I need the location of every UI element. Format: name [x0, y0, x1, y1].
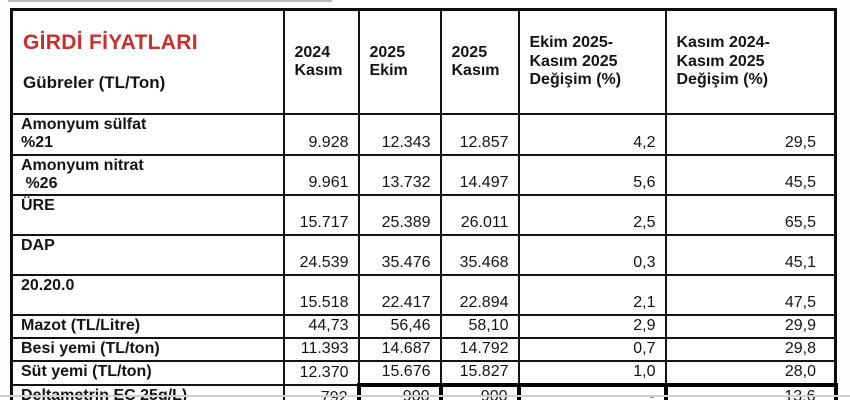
- row-value: 45,1: [664, 234, 837, 277]
- row-value: -: [516, 383, 668, 400]
- row-value: 900: [356, 383, 443, 400]
- page-subtitle: Gübreler (TL/Ton): [23, 72, 166, 92]
- header-row: GİRDİ FİYATLARI Gübreler (TL/Ton) 2024 K…: [10, 8, 837, 115]
- row-value: 1,0: [517, 360, 667, 387]
- col-header-2025-ekim: 2025 Ekim: [357, 8, 442, 115]
- col-header-change-monthly: Ekim 2025- Kasım 2025 Değişim (%): [517, 8, 667, 115]
- row-label: Deltametrin EC 25g/L): [10, 384, 285, 400]
- row-value: 29,5: [664, 112, 837, 156]
- row-label: Amonyum nitrat %26: [10, 153, 285, 197]
- row-value: 12.370: [282, 360, 360, 387]
- row-value: 9.961: [282, 153, 360, 197]
- col-header-2025-kasim: 2025 Kasım: [439, 8, 520, 115]
- row-value: 14.687: [357, 337, 442, 363]
- row-value: 13,6: [663, 383, 838, 400]
- row-label: Süt yemi (TL/ton): [10, 360, 285, 387]
- row-value: 29,8: [664, 337, 837, 363]
- row-value: 12.857: [439, 112, 520, 156]
- row-value: 56,46: [357, 314, 442, 340]
- row-label: Amonyum sülfat %21: [10, 112, 285, 156]
- row-value: 15.676: [357, 360, 442, 387]
- col-header-change-yearly: Kasım 2024- Kasım 2025 Değişim (%): [664, 8, 837, 115]
- row-value: 29,9: [664, 314, 837, 340]
- row-value: 900: [438, 383, 521, 400]
- table-row: DAP 24.539 35.476 35.468 0,3 45,1: [10, 234, 837, 277]
- row-value: 65,5: [664, 194, 837, 237]
- table-row: Süt yemi (TL/ton) 12.370 15.676 15.827 1…: [10, 360, 837, 387]
- table-body: Amonyum sülfat %21 9.928 12.343 12.857 4…: [10, 112, 838, 400]
- row-value: 9.928: [282, 112, 360, 156]
- page-crop-line-bottom: [0, 395, 850, 397]
- row-value: 58,10: [439, 314, 520, 340]
- table-row: Mazot (TL/Litre) 44,73 56,46 58,10 2,9 2…: [10, 314, 837, 340]
- table-row: Deltametrin EC 25g/L) 792 900 900 - 13,6: [10, 383, 838, 400]
- row-value: 22.417: [357, 274, 442, 317]
- row-label: Besi yemi (TL/ton): [10, 337, 285, 363]
- row-label: 20.20.0: [10, 274, 285, 317]
- row-value: 28,0: [664, 360, 837, 387]
- row-value: 15.717: [282, 194, 360, 237]
- row-value: 44,73: [282, 314, 360, 340]
- table-row: Amonyum nitrat %26 9.961 13.732 14.497 5…: [10, 153, 837, 197]
- col-header-2024-kasim: 2024 Kasım: [282, 8, 360, 115]
- table-title-cell: GİRDİ FİYATLARI Gübreler (TL/Ton): [10, 8, 285, 115]
- row-value: 26.011: [439, 194, 520, 237]
- row-value: 22.894: [439, 274, 520, 317]
- row-value: 4,2: [517, 112, 667, 156]
- row-value: 11.393: [282, 337, 360, 363]
- row-value: 12.343: [357, 112, 442, 156]
- row-value: 2,9: [517, 314, 667, 340]
- row-value: 13.732: [357, 153, 442, 197]
- row-value: 14.792: [439, 337, 520, 363]
- table-row: Besi yemi (TL/ton) 11.393 14.687 14.792 …: [10, 337, 837, 363]
- row-value: 5,6: [517, 153, 667, 197]
- row-label: ÜRE: [10, 194, 285, 237]
- row-value: 15.827: [439, 360, 520, 387]
- table-row: 20.20.0 15.518 22.417 22.894 2,1 47,5: [10, 274, 837, 317]
- input-prices-table: GİRDİ FİYATLARI Gübreler (TL/Ton) 2024 K…: [10, 8, 838, 400]
- row-value: 35.476: [357, 234, 442, 277]
- row-value: 25.389: [357, 194, 442, 237]
- row-value: 2,1: [517, 274, 667, 317]
- price-table-container: GİRDİ FİYATLARI Gübreler (TL/Ton) 2024 K…: [10, 8, 838, 400]
- page-title: GİRDİ FİYATLARI: [23, 31, 198, 55]
- table-header: GİRDİ FİYATLARI Gübreler (TL/Ton) 2024 K…: [10, 8, 837, 115]
- table-row: ÜRE 15.717 25.389 26.011 2,5 65,5: [10, 194, 837, 237]
- row-value: 0,3: [517, 234, 667, 277]
- row-label: DAP: [10, 234, 285, 277]
- row-value: 15.518: [282, 274, 360, 317]
- row-value: 35.468: [439, 234, 520, 277]
- row-value: 0,7: [517, 337, 667, 363]
- row-value: 2,5: [517, 194, 667, 237]
- row-value: 24.539: [282, 234, 360, 277]
- row-value: 45,5: [664, 153, 837, 197]
- page-crop-line-top: [8, 0, 332, 2]
- row-value: 792: [282, 384, 360, 400]
- row-value: 47,5: [664, 274, 837, 317]
- row-value: 14.497: [439, 153, 520, 197]
- table-row: Amonyum sülfat %21 9.928 12.343 12.857 4…: [10, 112, 837, 156]
- row-label: Mazot (TL/Litre): [10, 314, 285, 340]
